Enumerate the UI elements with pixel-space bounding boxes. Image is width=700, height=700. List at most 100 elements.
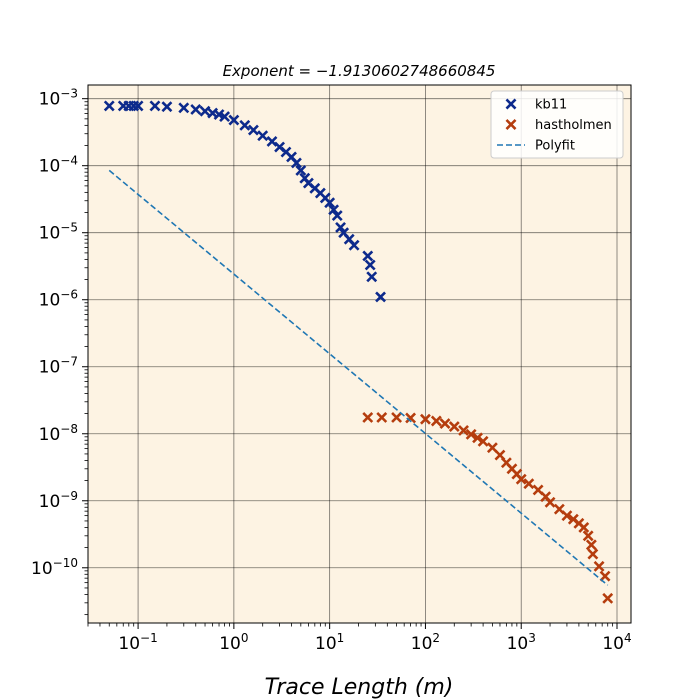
data-point-hastholmen (362, 412, 374, 423)
data-point-kb11 (331, 210, 343, 222)
data-point-hastholmen (523, 478, 535, 490)
data-point-kb11 (228, 114, 240, 126)
y-tick-label: 10−3 (39, 87, 78, 110)
x-tick-exponent: 1 (337, 631, 345, 645)
data-point-kb11 (257, 130, 269, 142)
y-tick-label: 10−8 (39, 422, 78, 445)
data-point-kb11 (362, 250, 374, 262)
data-point-kb11 (295, 164, 307, 176)
data-point-kb11 (199, 105, 211, 117)
data-point-hastholmen (553, 503, 565, 515)
data-point-hastholmen (477, 435, 489, 447)
data-point-kb11 (247, 124, 259, 136)
x-tick-label: 102 (411, 631, 440, 654)
data-point-hastholmen (448, 421, 460, 433)
data-point-kb11 (328, 204, 340, 216)
data-point-hastholmen (439, 418, 451, 429)
legend-label: Polyfit (535, 139, 575, 154)
data-point-hastholmen (465, 428, 477, 440)
x-tick-exponent: −1 (140, 631, 158, 645)
chart-title: Exponent = −1.9130602748660845 (223, 62, 496, 80)
plot-frame (87, 84, 632, 624)
data-point-kb11 (103, 100, 115, 112)
data-point-hastholmen (532, 484, 544, 496)
legend-box (490, 90, 624, 159)
data-point-hastholmen (458, 425, 469, 436)
x-tick-exponent: 0 (241, 631, 249, 645)
data-point-hastholmen (376, 412, 388, 423)
data-point-hastholmen (494, 449, 506, 461)
legend-item-hastholmen[interactable]: hastholmen (505, 118, 612, 133)
x-axis-label: Trace Length (m) (265, 675, 454, 700)
y-tick-base: 10 (31, 559, 53, 579)
y-tick-exponent: −4 (60, 154, 78, 168)
data-point-kb11 (348, 239, 360, 251)
y-tick-exponent: −5 (60, 221, 78, 235)
legend-label: hastholmen (535, 118, 612, 133)
x-tick-base: 10 (602, 634, 624, 654)
y-tick-label: 10−7 (39, 355, 78, 378)
data-point-kb11 (149, 100, 161, 112)
data-point-hastholmen (391, 412, 403, 423)
series-hastholmen (362, 412, 614, 604)
axis-ticks: 10−1 100 101 102 103 10410−310−410−510−610−71… (31, 87, 632, 654)
x-tick-label: 104 (602, 631, 631, 654)
x-tick-base: 10 (219, 634, 241, 654)
y-tick-base: 10 (39, 291, 61, 311)
x-tick-base: 10 (118, 634, 140, 654)
legend-item-polyfit[interactable]: Polyfit (497, 139, 575, 154)
y-tick-exponent: −9 (60, 489, 78, 503)
data-point-hastholmen (419, 413, 431, 425)
data-point-hastholmen (544, 496, 556, 508)
data-point-hastholmen (599, 570, 611, 582)
grid (88, 85, 631, 623)
y-tick-exponent: −8 (60, 422, 78, 436)
data-point-kb11 (366, 271, 378, 283)
x-tick-label: 103 (507, 631, 536, 654)
data-point-hastholmen (472, 432, 483, 444)
y-tick-exponent: −7 (60, 355, 78, 369)
y-tick-base: 10 (39, 157, 61, 177)
x-tick-label: 100 (219, 631, 248, 654)
data-point-hastholmen (585, 539, 597, 551)
series-line-polyfit (108, 169, 609, 586)
data-point-kb11 (132, 100, 144, 112)
legend-label: kb11 (535, 98, 567, 113)
y-tick-label: 10−9 (39, 489, 78, 512)
plot-area (88, 85, 631, 623)
data-point-kb11 (190, 104, 202, 115)
data-point-hastholmen (486, 442, 498, 454)
legend-marker-swatch (505, 119, 517, 130)
series-layer (103, 100, 614, 604)
y-tick-label: 10−4 (39, 154, 78, 177)
y-tick-label: 10−10 (31, 556, 78, 579)
data-point-kb11 (290, 157, 302, 169)
x-tick-exponent: 2 (432, 631, 440, 645)
x-tick-base: 10 (507, 634, 529, 654)
legend-item-kb11[interactable]: kb11 (505, 98, 567, 113)
data-point-kb11 (219, 111, 231, 123)
y-tick-exponent: −3 (60, 87, 78, 101)
data-point-kb11 (375, 291, 386, 303)
y-tick-base: 10 (39, 224, 61, 244)
x-tick-label: 10−1 (118, 631, 157, 654)
x-tick-base: 10 (411, 634, 433, 654)
legend-marker-swatch (505, 98, 517, 110)
x-tick-base: 10 (315, 634, 337, 654)
data-point-hastholmen (561, 510, 573, 522)
data-point-kb11 (324, 197, 336, 209)
data-point-hastholmen (602, 592, 614, 604)
data-point-kb11 (266, 136, 278, 147)
data-point-hastholmen (430, 415, 442, 427)
y-tick-base: 10 (39, 90, 61, 110)
data-point-hastholmen (582, 530, 594, 542)
data-point-hastholmen (405, 412, 417, 424)
x-tick-exponent: 4 (624, 631, 632, 645)
legend[interactable]: kb11 hastholmen Polyfit (490, 90, 624, 159)
data-point-hastholmen (578, 521, 590, 533)
y-tick-exponent: −6 (60, 288, 78, 302)
data-point-kb11 (178, 102, 190, 114)
data-point-hastholmen (593, 560, 605, 572)
series-kb11 (103, 100, 386, 303)
